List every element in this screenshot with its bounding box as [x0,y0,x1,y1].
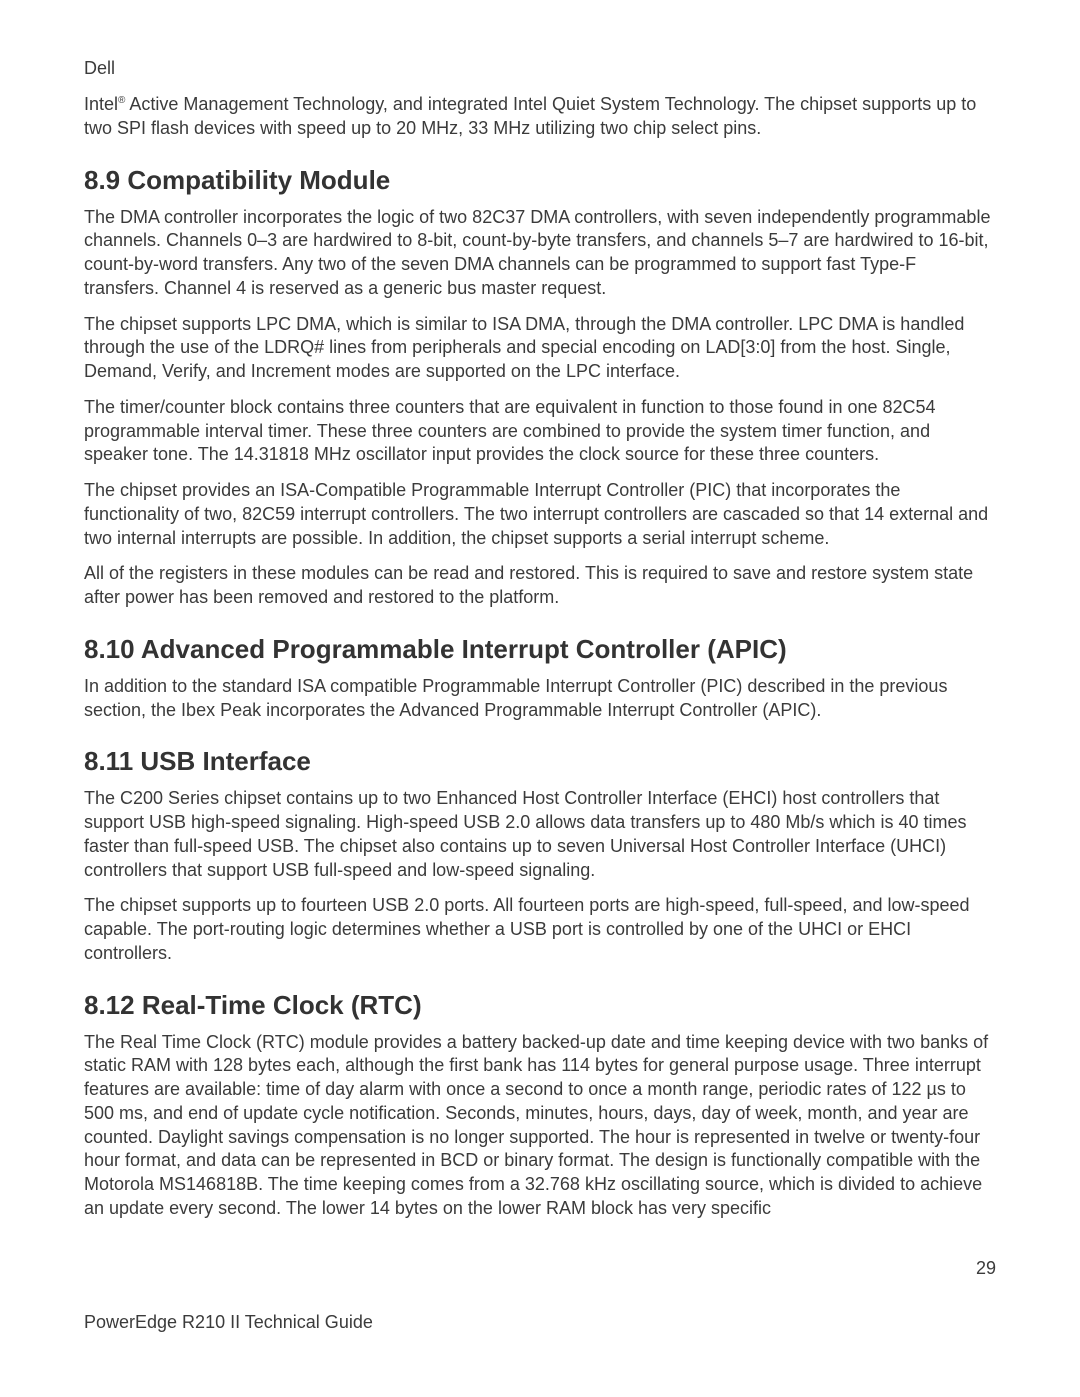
body-paragraph: The chipset supports LPC DMA, which is s… [84,313,996,384]
intro-rest: Active Management Technology, and integr… [84,94,976,138]
body-paragraph: The DMA controller incorporates the logi… [84,206,996,301]
footer-title: PowerEdge R210 II Technical Guide [84,1312,996,1333]
section-heading-8-12: 8.12 Real-Time Clock (RTC) [84,990,996,1021]
brand-label: Dell [84,58,996,79]
intro-paragraph: Intel® Active Management Technology, and… [84,93,996,141]
body-paragraph: The Real Time Clock (RTC) module provide… [84,1031,996,1221]
body-paragraph: The chipset provides an ISA-Compatible P… [84,479,996,550]
section-heading-8-10: 8.10 Advanced Programmable Interrupt Con… [84,634,996,665]
body-paragraph: All of the registers in these modules ca… [84,562,996,610]
page-number: 29 [976,1258,996,1279]
body-paragraph: The timer/counter block contains three c… [84,396,996,467]
body-paragraph: The C200 Series chipset contains up to t… [84,787,996,882]
section-heading-8-9: 8.9 Compatibility Module [84,165,996,196]
body-paragraph: The chipset supports up to fourteen USB … [84,894,996,965]
page-content: Dell Intel® Active Management Technology… [84,58,996,1233]
section-heading-8-11: 8.11 USB Interface [84,746,996,777]
body-paragraph: In addition to the standard ISA compatib… [84,675,996,723]
intel-text: Intel [84,94,118,114]
